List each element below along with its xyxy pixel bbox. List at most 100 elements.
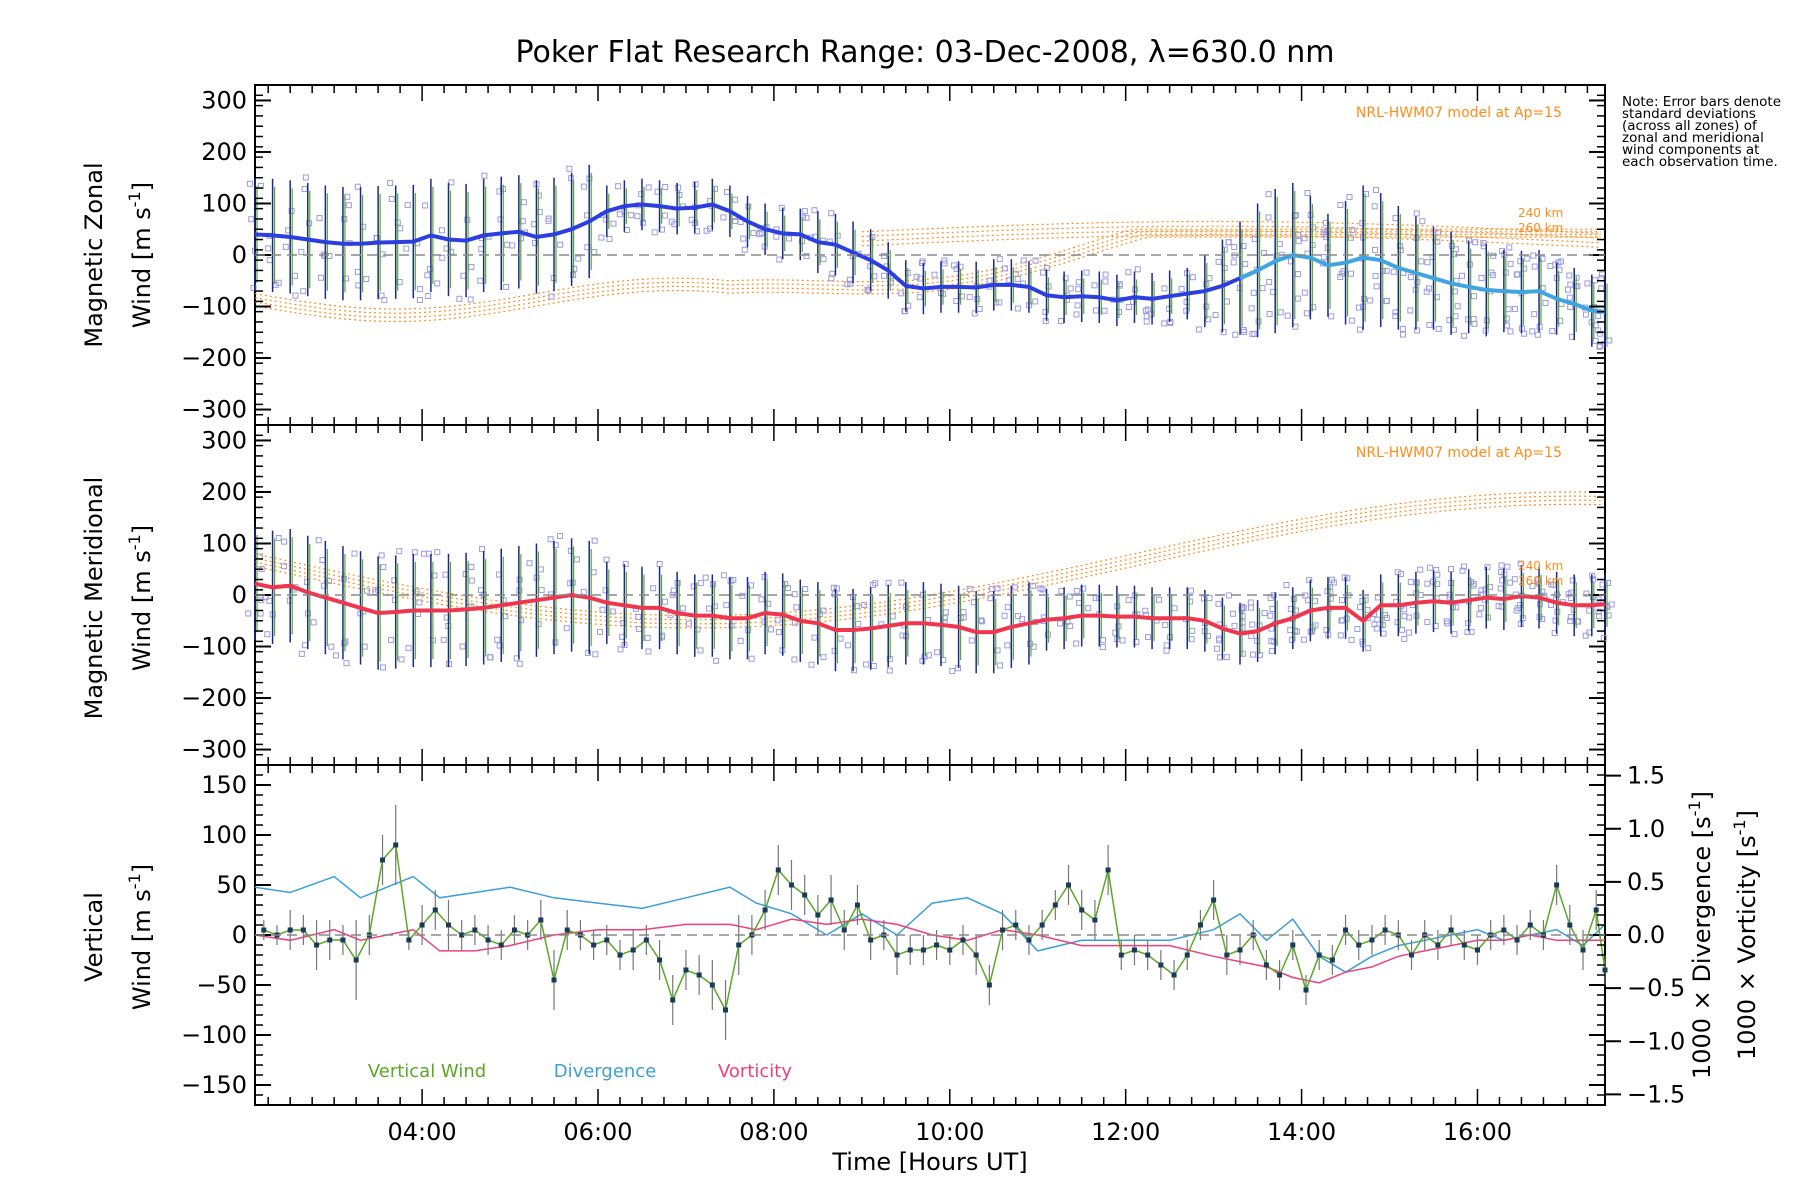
- zonal-scatter-point: [1001, 265, 1008, 272]
- merid-scatter-point: [1433, 566, 1440, 573]
- merid-scatter-point: [697, 647, 704, 654]
- zonal-ylabel-text: Wind [m s: [128, 207, 156, 328]
- merid-scatter-point: [1468, 628, 1475, 635]
- zonal-scatter-point: [712, 185, 719, 192]
- merid-scatter-point: [1231, 623, 1238, 630]
- zonal-scatter-point: [427, 266, 434, 273]
- zonal-model-curve: [254, 236, 1601, 323]
- zonal-scatter-point: [1240, 327, 1247, 334]
- merid-scatter-point: [585, 649, 592, 656]
- merid-scatter-point: [1371, 621, 1378, 628]
- zonal-scatter-point: [354, 268, 361, 275]
- merid-scatter-point: [831, 647, 838, 654]
- zonal-scatter-point: [1399, 325, 1406, 332]
- meridional-error-bars: [254, 527, 1608, 674]
- zonal-scatter-point: [1566, 272, 1573, 279]
- meridional-model-curves: [254, 491, 1601, 629]
- zonal-scatter-point: [397, 225, 404, 232]
- zonal-scatter-point: [1292, 323, 1299, 330]
- zonal-scatter-point: [1565, 286, 1572, 293]
- merid-scatter-point: [1213, 645, 1220, 652]
- zonal-scatter-point: [803, 253, 810, 260]
- zonal-scatter-point: [250, 284, 257, 291]
- merid-scatter-point: [421, 550, 428, 557]
- zonal-scatter-point: [460, 272, 467, 279]
- merid-scatter-point: [388, 636, 395, 643]
- zonal-scatter-point: [292, 292, 299, 299]
- merid-scatter-point: [723, 602, 730, 609]
- zonal-scatter-point: [931, 271, 938, 278]
- merid-scatter-point: [310, 619, 317, 626]
- merid-scatter-point: [1338, 617, 1345, 624]
- zonal-scatter-point: [503, 283, 510, 290]
- zonal-scatter-point: [616, 211, 623, 218]
- merid-scatter-point: [592, 651, 599, 658]
- vertical-wind-point: [261, 927, 267, 933]
- merid-scatter-point: [591, 537, 598, 544]
- zonal-scatter-point: [976, 305, 983, 312]
- zonal-scatter-point: [1503, 322, 1510, 329]
- merid-scatter-point: [599, 606, 606, 613]
- zonal-scatter-point: [1390, 268, 1397, 275]
- zonal-scatter-point: [820, 256, 827, 263]
- zonal-scatter-point: [1433, 294, 1440, 301]
- merid-scatter-point: [1565, 591, 1572, 598]
- merid-scatter-point: [597, 628, 604, 635]
- zonal-scatter-point: [1363, 191, 1370, 198]
- merid-scatter-point: [1290, 596, 1297, 603]
- merid-scatter-point: [547, 536, 554, 543]
- zonal-scatter-point: [341, 216, 348, 223]
- chart-title: Poker Flat Research Range: 03-Dec-2008, …: [516, 35, 1335, 70]
- zonal-scatter-point: [1373, 283, 1380, 290]
- merid-scatter-point: [833, 585, 840, 592]
- merid-model-curve: [254, 503, 1601, 629]
- vertical-ylabel-close: ]: [128, 864, 156, 873]
- vertical-wind-point: [485, 937, 491, 943]
- zonal-scatter-point: [1383, 297, 1390, 304]
- zonal-scatter-point: [298, 248, 305, 255]
- zonal-scatter-point: [424, 272, 431, 279]
- merid-scatter-point: [413, 588, 420, 595]
- merid-scatter-point: [320, 582, 327, 589]
- merid-scatter-point: [1080, 585, 1087, 592]
- zonal-scatter-point: [1212, 312, 1219, 319]
- zonal-scatter-point: [1434, 238, 1441, 245]
- vertical-wind-point: [1356, 942, 1362, 948]
- merid-scatter-point: [343, 660, 350, 667]
- merid-scatter-point: [921, 653, 928, 660]
- vertical-wind-point: [670, 997, 676, 1003]
- meridional-x-ticks: [267, 425, 1589, 765]
- merid-scatter-point: [960, 609, 967, 616]
- merid-scatter-point: [1283, 581, 1290, 588]
- merid-scatter-point: [739, 592, 746, 599]
- merid-scatter-point: [1582, 632, 1589, 639]
- zonal-scatter-point: [520, 199, 527, 206]
- merid-ytick-label: 100: [201, 529, 247, 557]
- merid-scatter-point: [341, 640, 348, 647]
- zonal-scatter-point: [1249, 331, 1256, 338]
- vertical-wind-point: [723, 1007, 729, 1013]
- merid-scatter-point: [966, 585, 973, 592]
- merid-ytick-label: 200: [201, 478, 247, 506]
- zonal-scatter-point: [1042, 318, 1049, 325]
- merid-scatter-point: [1011, 584, 1018, 591]
- zonal-scatter-point: [300, 288, 307, 295]
- zonal-scatter-point: [404, 202, 411, 209]
- zonal-scatter-point: [1371, 203, 1378, 210]
- merid-scatter-point: [713, 657, 720, 664]
- merid-scatter-point: [702, 574, 709, 581]
- merid-scatter-point: [1230, 610, 1237, 617]
- vertical-wind-point: [1197, 922, 1203, 928]
- y2-tick-label: 1.0: [1627, 815, 1665, 843]
- zonal-scatter-point: [1557, 317, 1564, 324]
- zonal-x-ticks: [267, 85, 1589, 425]
- merid-scatter-point: [1300, 636, 1307, 643]
- merid-scatter-point: [431, 572, 438, 579]
- zonal-scatter-point: [1266, 311, 1273, 318]
- merid-scatter-point: [855, 620, 862, 627]
- zonal-scatter-point: [615, 183, 622, 190]
- zonal-scatter-point: [1075, 279, 1082, 286]
- merid-scatter-point: [1365, 645, 1372, 652]
- vertical-wind-point: [683, 967, 689, 973]
